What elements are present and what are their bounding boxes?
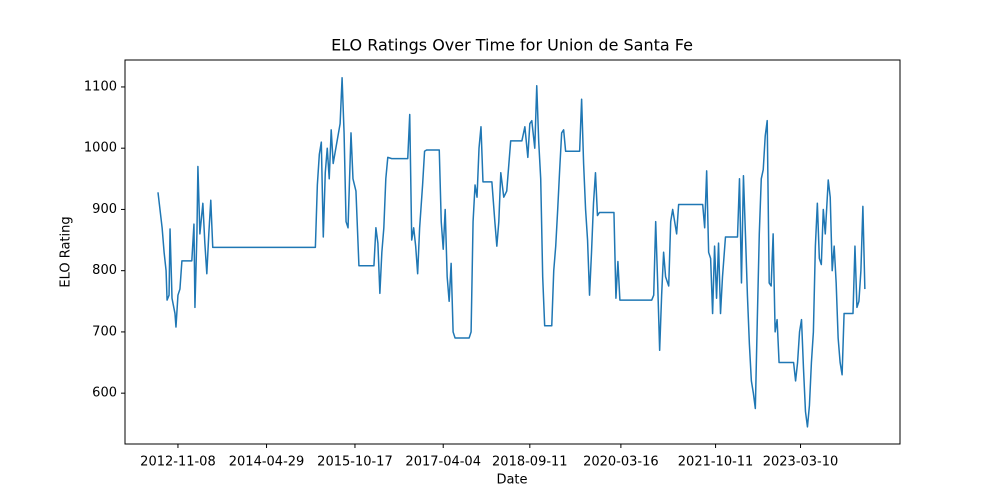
plot-frame [124, 59, 901, 445]
chart-title: ELO Ratings Over Time for Union de Santa… [331, 36, 693, 55]
x-tick-label: 2018-09-11 [492, 455, 568, 470]
x-tick-label: 2020-03-16 [583, 455, 659, 470]
data-line [157, 77, 866, 428]
y-tick-label: 1100 [84, 79, 117, 94]
x-tick-label: 2021-10-11 [678, 455, 754, 470]
y-tick-label: 900 [92, 202, 117, 217]
y-tick-label: 700 [92, 324, 117, 339]
x-tick-label: 2017-04-04 [405, 455, 481, 470]
y-tick-label: 800 [92, 263, 117, 278]
y-tick-label: 600 [92, 386, 117, 401]
x-tick-label: 2023-03-10 [763, 455, 839, 470]
x-tick-label: 2012-11-08 [140, 455, 216, 470]
x-tick-label: 2014-04-29 [229, 455, 305, 470]
y-tick-label: 1000 [84, 141, 117, 156]
y-axis-label: ELO Rating [59, 216, 74, 287]
x-tick-label: 2015-10-17 [317, 455, 393, 470]
x-axis-label: Date [496, 473, 527, 488]
